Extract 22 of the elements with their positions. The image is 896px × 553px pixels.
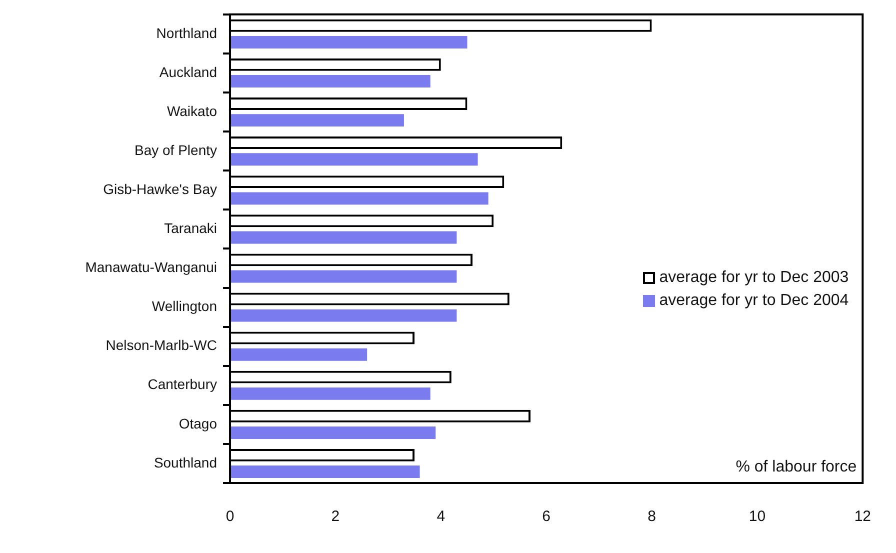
x-tick-label: 10: [748, 508, 766, 526]
x-tick-label: 6: [542, 508, 550, 526]
x-tick-label: 0: [226, 508, 234, 526]
y-tick-label: Otago: [178, 415, 218, 432]
x-tick-label: 2: [331, 508, 340, 526]
y-tick-label: Canterbury: [148, 376, 217, 392]
y-tick-label: Bay of Plenty: [134, 142, 217, 158]
legend-label: average for yr to Dec 2004: [659, 292, 849, 310]
text: average for yr to Dec 2003: [659, 269, 849, 288]
y-tick-label: Wellington: [152, 298, 217, 314]
y-tick-label: Northland: [156, 24, 217, 41]
y-tick-label: Waikato: [166, 102, 218, 119]
y-tick-label: Gisb-Hawke's Bay: [103, 180, 217, 197]
y-tick-label: Nelson-Marlb-WC: [106, 337, 217, 354]
y-tick-label: Auckland: [159, 64, 217, 80]
annotation: % of labour force: [736, 458, 857, 476]
x-tick-label: 4: [436, 508, 446, 526]
y-tick-label: Taranaki: [164, 220, 217, 236]
x-tick-label: 8: [648, 508, 656, 526]
y-tick-label: Southland: [154, 454, 217, 470]
x-tick-label: 12: [854, 508, 871, 526]
y-tick-label: Manawatu-Wanganui: [85, 259, 217, 276]
